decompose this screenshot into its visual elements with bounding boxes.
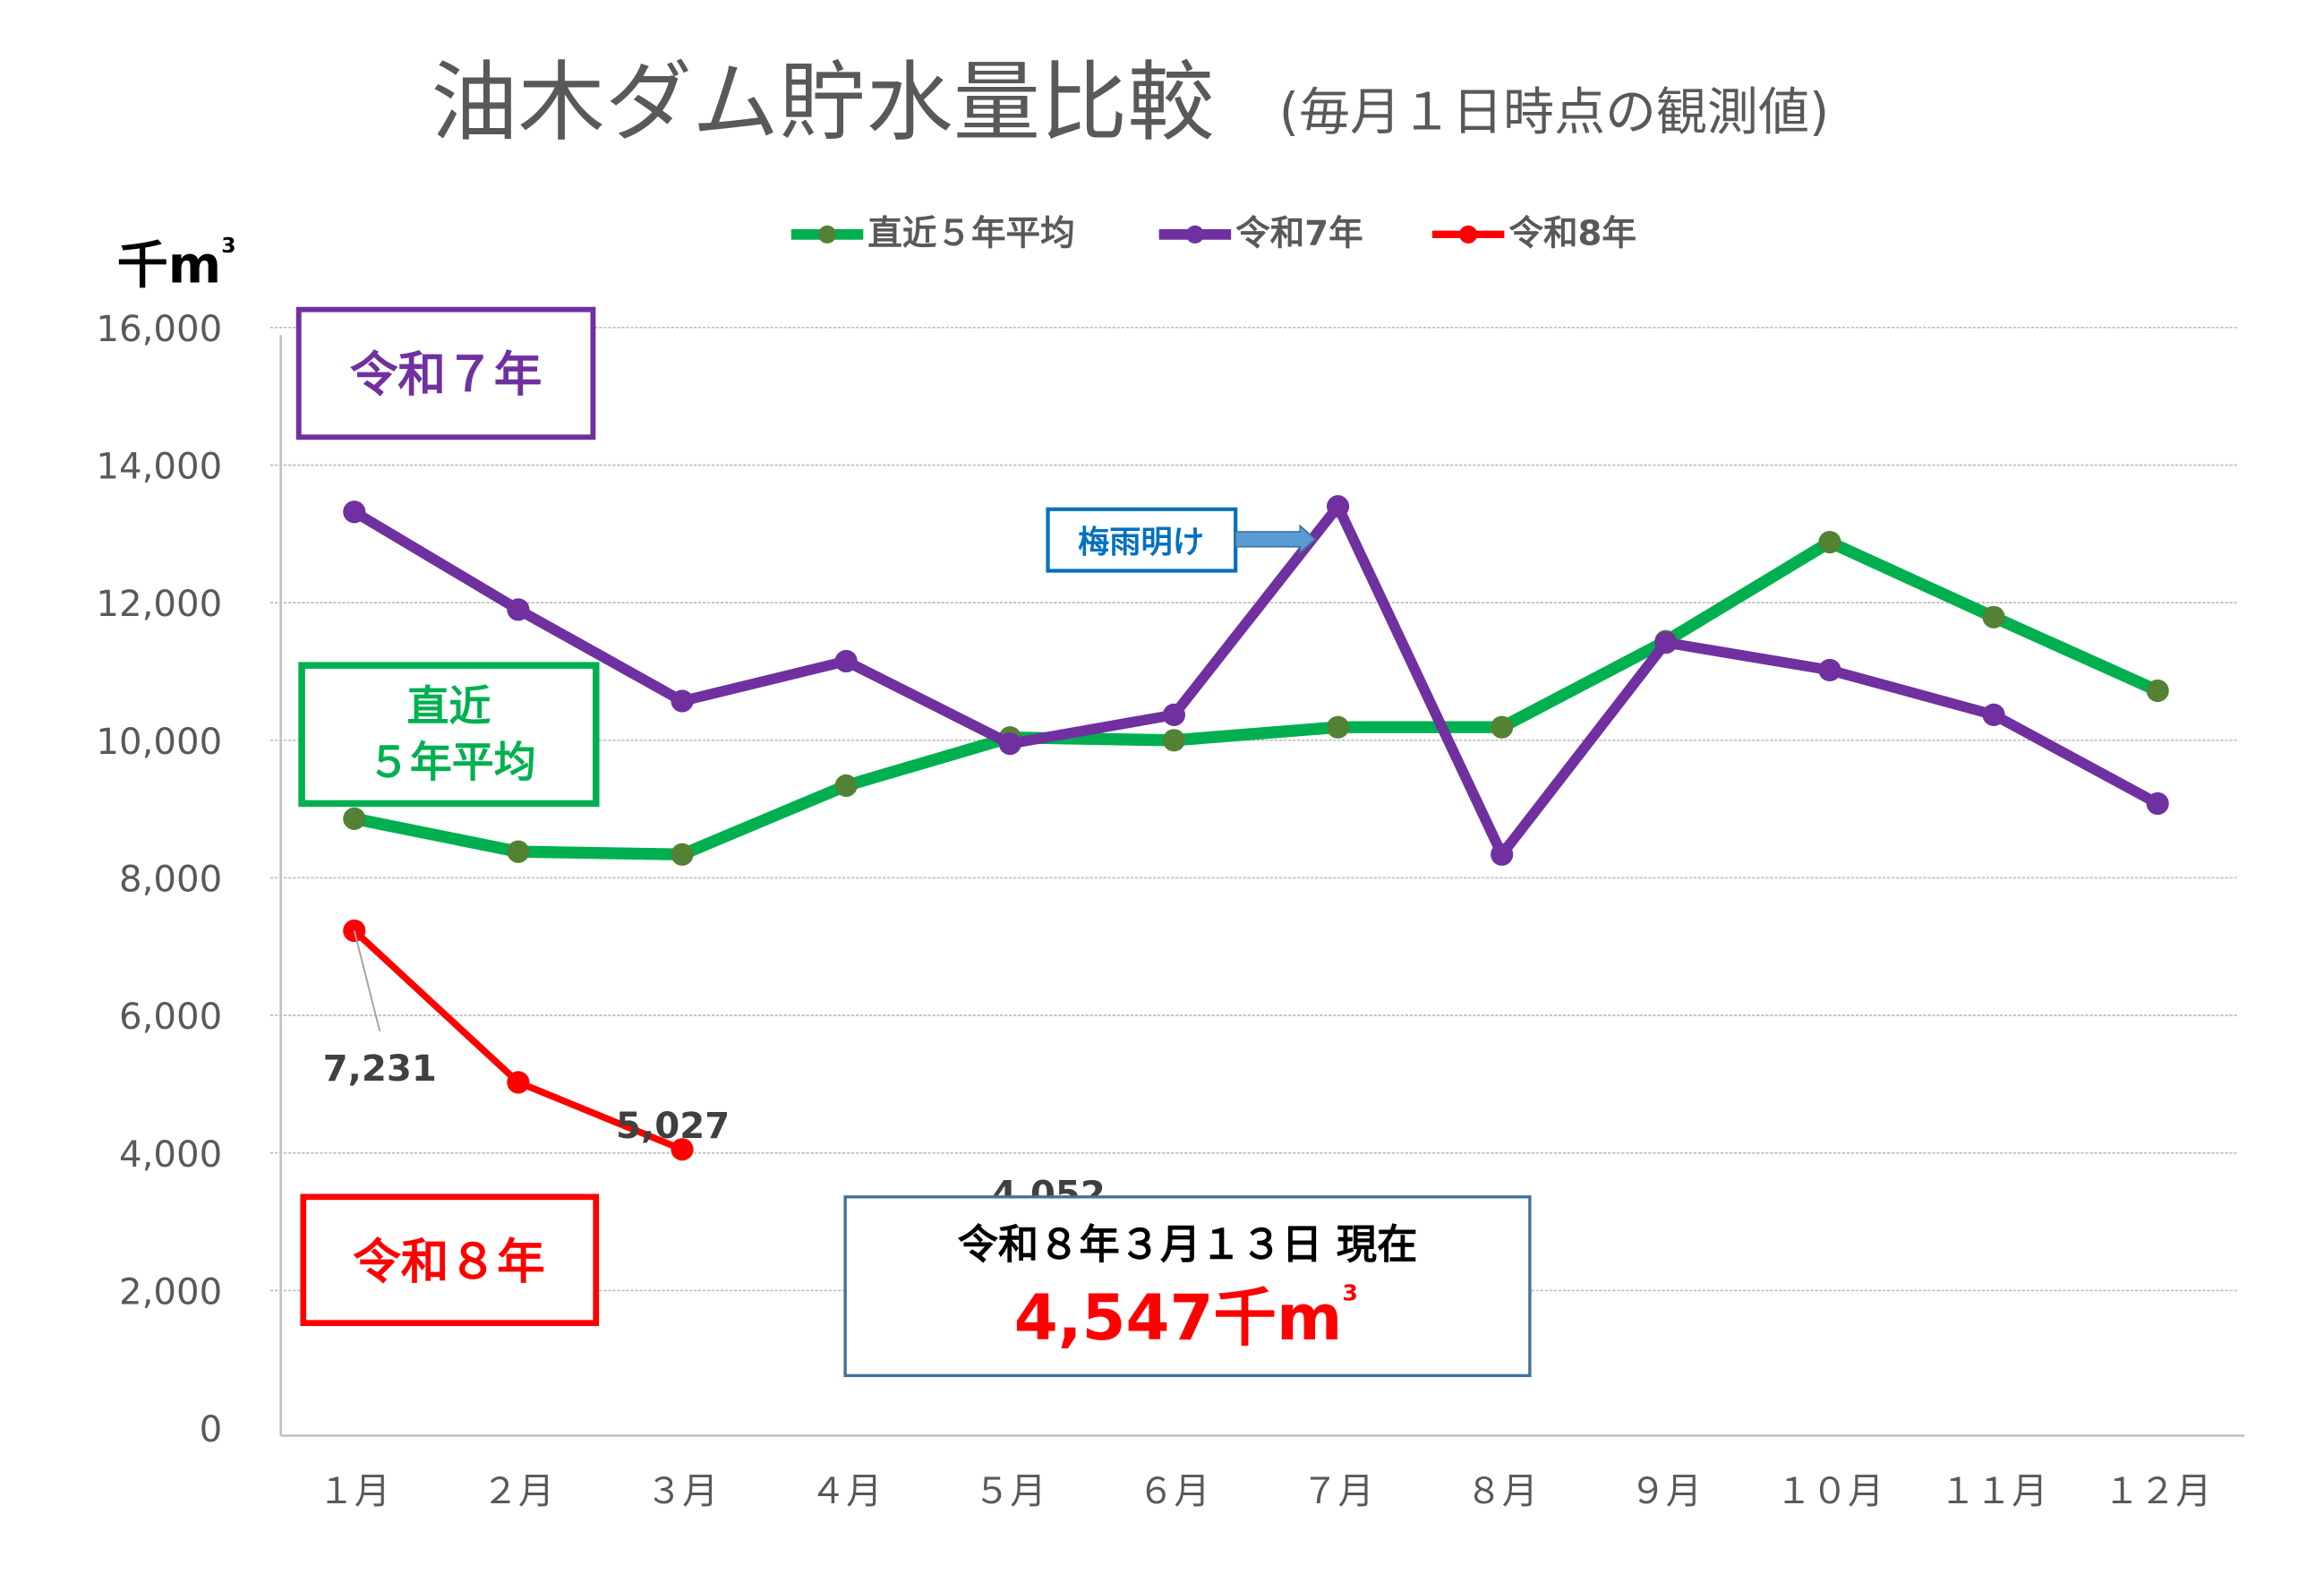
y-tick-label: 0 [200,1409,223,1450]
data-point [671,843,694,866]
avg-label-line2: ５年平均 [368,738,536,787]
data-point [343,919,366,943]
data-point [834,774,858,798]
data-label: 5,027 [616,1106,730,1147]
y-tick-label: 6,000 [119,997,222,1038]
data-point [1818,658,1841,682]
data-point [671,1138,694,1161]
status-value-sup: 3 [1342,1280,1358,1306]
data-point [1982,605,2005,629]
r7-label-box [295,306,596,441]
x-tick-label: ９月 [1630,1471,1702,1512]
data-point [507,1071,530,1094]
x-tick-label: １２月 [2104,1471,2212,1512]
x-tick-label: １０月 [1776,1471,1884,1512]
r8-label-box [300,1193,600,1327]
y-tick-label: 2,000 [119,1272,222,1313]
data-point [1162,729,1185,752]
x-tick-label: １１月 [1940,1471,2048,1512]
x-tick-label: ５月 [974,1471,1046,1512]
data-point [1982,703,2005,726]
data-point [1654,631,1678,654]
y-axis-unit-text: 千m [117,236,221,295]
legend-marker-r8 [1459,225,1478,244]
y-tick-label: 10,000 [96,722,222,763]
y-tick-label: 14,000 [96,447,222,488]
data-point [834,649,858,673]
leader-line [353,930,381,1032]
data-point [343,807,366,830]
legend-label-avg: 直近５年平均 [867,214,1074,254]
x-tick-label: ７月 [1302,1471,1373,1512]
x-tick-label: １月 [319,1471,390,1512]
series-1 [343,495,2169,866]
rainy-season-text: 梅雨明け [1078,524,1204,560]
legend-marker-r7 [1185,225,1204,244]
legend-label-r7: 令和7年 [1235,214,1363,254]
x-tick-label: ３月 [646,1471,718,1512]
series-line [351,500,2160,860]
x-tick-label: ４月 [810,1471,882,1512]
chart-subtitle: (毎月１日時点の観測値) [1279,82,1829,141]
data-point [507,598,530,621]
x-tick-label: ８月 [1465,1471,1537,1512]
y-axis-unit-sup: 3 [221,233,235,258]
rainy-season-box [1046,507,1238,573]
data-point [1162,703,1185,726]
y-tick-label: 16,000 [96,309,222,350]
y-tick-label: 8,000 [119,860,222,901]
data-point [343,500,366,524]
status-value-line: 4,547千m3 [1014,1280,1358,1356]
data-point [2146,679,2169,703]
status-value: 4,547千m [1014,1281,1343,1355]
data-point [671,689,694,713]
chart-title: 油木ダム貯水量比較 [431,52,1214,153]
legend-label-r8: 令和8年 [1508,214,1636,254]
legend-marker-avg [817,225,837,244]
data-point [2146,791,2169,816]
r8-label-text: 令和８年 [353,1233,545,1289]
data-label: 7,231 [323,1048,437,1090]
r7-label-text: 令和７年 [350,346,543,402]
legend: 直近５年平均 令和7年 令和8年 [790,214,1636,254]
data-point [507,840,530,863]
avg-label-line1: 直近 [406,682,491,731]
data-point [1326,495,1350,518]
series-0 [343,530,2169,866]
arrow-right-icon [1235,524,1317,555]
x-tick-label: ２月 [483,1471,554,1512]
status-date: 令和８年３月１３日 現在 [958,1221,1418,1269]
y-tick-label: 4,000 [119,1134,222,1176]
data-point [1491,843,1514,866]
avg-label-box [298,662,600,808]
x-tick-label: ６月 [1138,1471,1209,1512]
data-point [1491,715,1514,739]
series-line [353,535,2160,861]
data-point [1326,715,1350,739]
y-tick-label: 12,000 [96,584,222,625]
data-point [1818,530,1841,554]
y-axis-unit: 千m3 [117,233,236,295]
data-point [998,732,1021,756]
status-box [843,1195,1532,1378]
